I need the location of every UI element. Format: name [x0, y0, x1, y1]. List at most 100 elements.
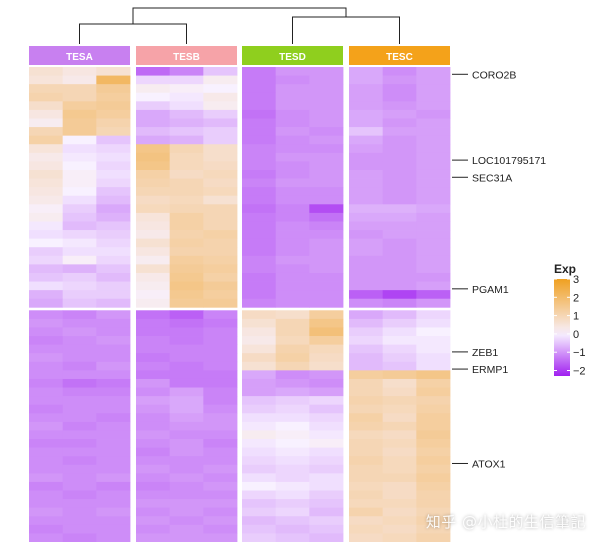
- heatmap-cell: [309, 310, 344, 320]
- heatmap-cell: [309, 144, 344, 154]
- heatmap-cell: [309, 84, 344, 94]
- heatmap-cell: [203, 353, 238, 363]
- heatmap-cell: [203, 187, 238, 197]
- heatmap-cell: [203, 499, 238, 509]
- heatmap-cell: [29, 481, 64, 491]
- heatmap-cell: [242, 353, 277, 363]
- heatmap-cell: [275, 195, 310, 205]
- heatmap-cell: [136, 75, 171, 85]
- heatmap-cell: [169, 281, 204, 291]
- group-bar-tesc: [349, 46, 450, 65]
- heatmap-cell: [349, 421, 384, 431]
- heatmap-cell: [136, 370, 171, 380]
- heatmap-cell: [309, 272, 344, 282]
- heatmap-cell: [275, 413, 310, 423]
- heatmap-cell: [169, 336, 204, 346]
- heatmap-cell: [416, 118, 451, 128]
- heatmap-cell: [242, 135, 277, 145]
- heatmap-cell: [203, 264, 238, 274]
- heatmap-cell: [349, 195, 384, 205]
- heatmap-cell: [416, 238, 451, 248]
- heatmap-cell: [29, 264, 64, 274]
- heatmap-cell: [62, 135, 97, 145]
- heatmap-cell: [96, 353, 131, 363]
- heatmap-cell: [136, 169, 171, 179]
- heatmap-cell: [275, 447, 310, 457]
- heatmap-cell: [62, 92, 97, 102]
- heatmap-cell: [203, 247, 238, 257]
- heatmap-cell: [242, 456, 277, 466]
- heatmap-cell: [169, 310, 204, 320]
- heatmap-cell: [62, 144, 97, 154]
- heatmap-cell: [242, 118, 277, 128]
- heatmap-cell: [136, 152, 171, 162]
- heatmap-cell: [62, 481, 97, 491]
- heatmap-cell: [96, 318, 131, 328]
- heatmap-cell: [203, 212, 238, 222]
- heatmap-cell: [382, 387, 417, 397]
- dendrogram-branch: [292, 16, 400, 44]
- heatmap-cell: [96, 281, 131, 291]
- heatmap-cell: [62, 318, 97, 328]
- heatmap-cell: [349, 272, 384, 282]
- heatmap-cell: [169, 109, 204, 119]
- heatmap-cell: [62, 516, 97, 526]
- heatmap-cell: [62, 212, 97, 222]
- heatmap-cell: [29, 413, 64, 423]
- heatmap-cell: [29, 439, 64, 448]
- heatmap-cell: [62, 413, 97, 423]
- heatmap-cell: [62, 430, 97, 440]
- heatmap-cell: [242, 281, 277, 291]
- gene-label: LOC101795171: [472, 155, 546, 167]
- heatmap-cell: [275, 212, 310, 222]
- heatmap-cell: [29, 421, 64, 431]
- heatmap-cell: [62, 230, 97, 240]
- heatmap-cell: [136, 439, 171, 448]
- group-label-tesc: TESC: [386, 52, 413, 63]
- heatmap-cell: [382, 361, 417, 371]
- heatmap-cell: [29, 447, 64, 457]
- heatmap-cell: [62, 169, 97, 179]
- heatmap-cell: [416, 533, 451, 542]
- heatmap-cell: [203, 204, 238, 214]
- heatmap-cell: [416, 101, 451, 111]
- heatmap-cell: [203, 533, 238, 542]
- heatmap-cell: [275, 135, 310, 145]
- heatmap-cell: [416, 490, 451, 500]
- heatmap-cell: [416, 109, 451, 119]
- legend-colorbar: [554, 279, 570, 376]
- heatmap-cell: [96, 92, 131, 102]
- heatmap-cell: [242, 370, 277, 380]
- heatmap-cell: [416, 396, 451, 406]
- heatmap-cell: [29, 144, 64, 154]
- heatmap-cell: [96, 464, 131, 474]
- heatmap-cell: [169, 135, 204, 145]
- heatmap-cell: [242, 404, 277, 414]
- heatmap-cell: [203, 67, 238, 76]
- heatmap-cell: [29, 396, 64, 406]
- heatmap-cell: [96, 290, 131, 300]
- group-bar-tesd: [242, 46, 343, 65]
- heatmap-cell: [309, 387, 344, 397]
- heatmap-cell: [349, 212, 384, 222]
- heatmap-cell: [203, 169, 238, 179]
- heatmap-cell: [349, 101, 384, 111]
- heatmap-cell: [29, 524, 64, 534]
- heatmap-cell: [96, 152, 131, 162]
- heatmap-cell: [349, 109, 384, 119]
- heatmap-cell: [203, 221, 238, 231]
- heatmap-cell: [416, 336, 451, 346]
- heatmap-cell: [382, 84, 417, 94]
- heatmap-cell: [136, 387, 171, 397]
- heatmap-cell: [242, 221, 277, 231]
- heatmap-cell: [275, 524, 310, 534]
- heatmap-cell: [382, 281, 417, 291]
- heatmap-cell: [169, 127, 204, 137]
- heatmap-cell: [62, 524, 97, 534]
- heatmap-cell: [275, 318, 310, 328]
- heatmap-cell: [242, 204, 277, 214]
- heatmap-cell: [382, 212, 417, 222]
- heatmap-cell: [382, 118, 417, 128]
- heatmap-cell: [136, 290, 171, 300]
- gene-label: CORO2B: [472, 69, 516, 81]
